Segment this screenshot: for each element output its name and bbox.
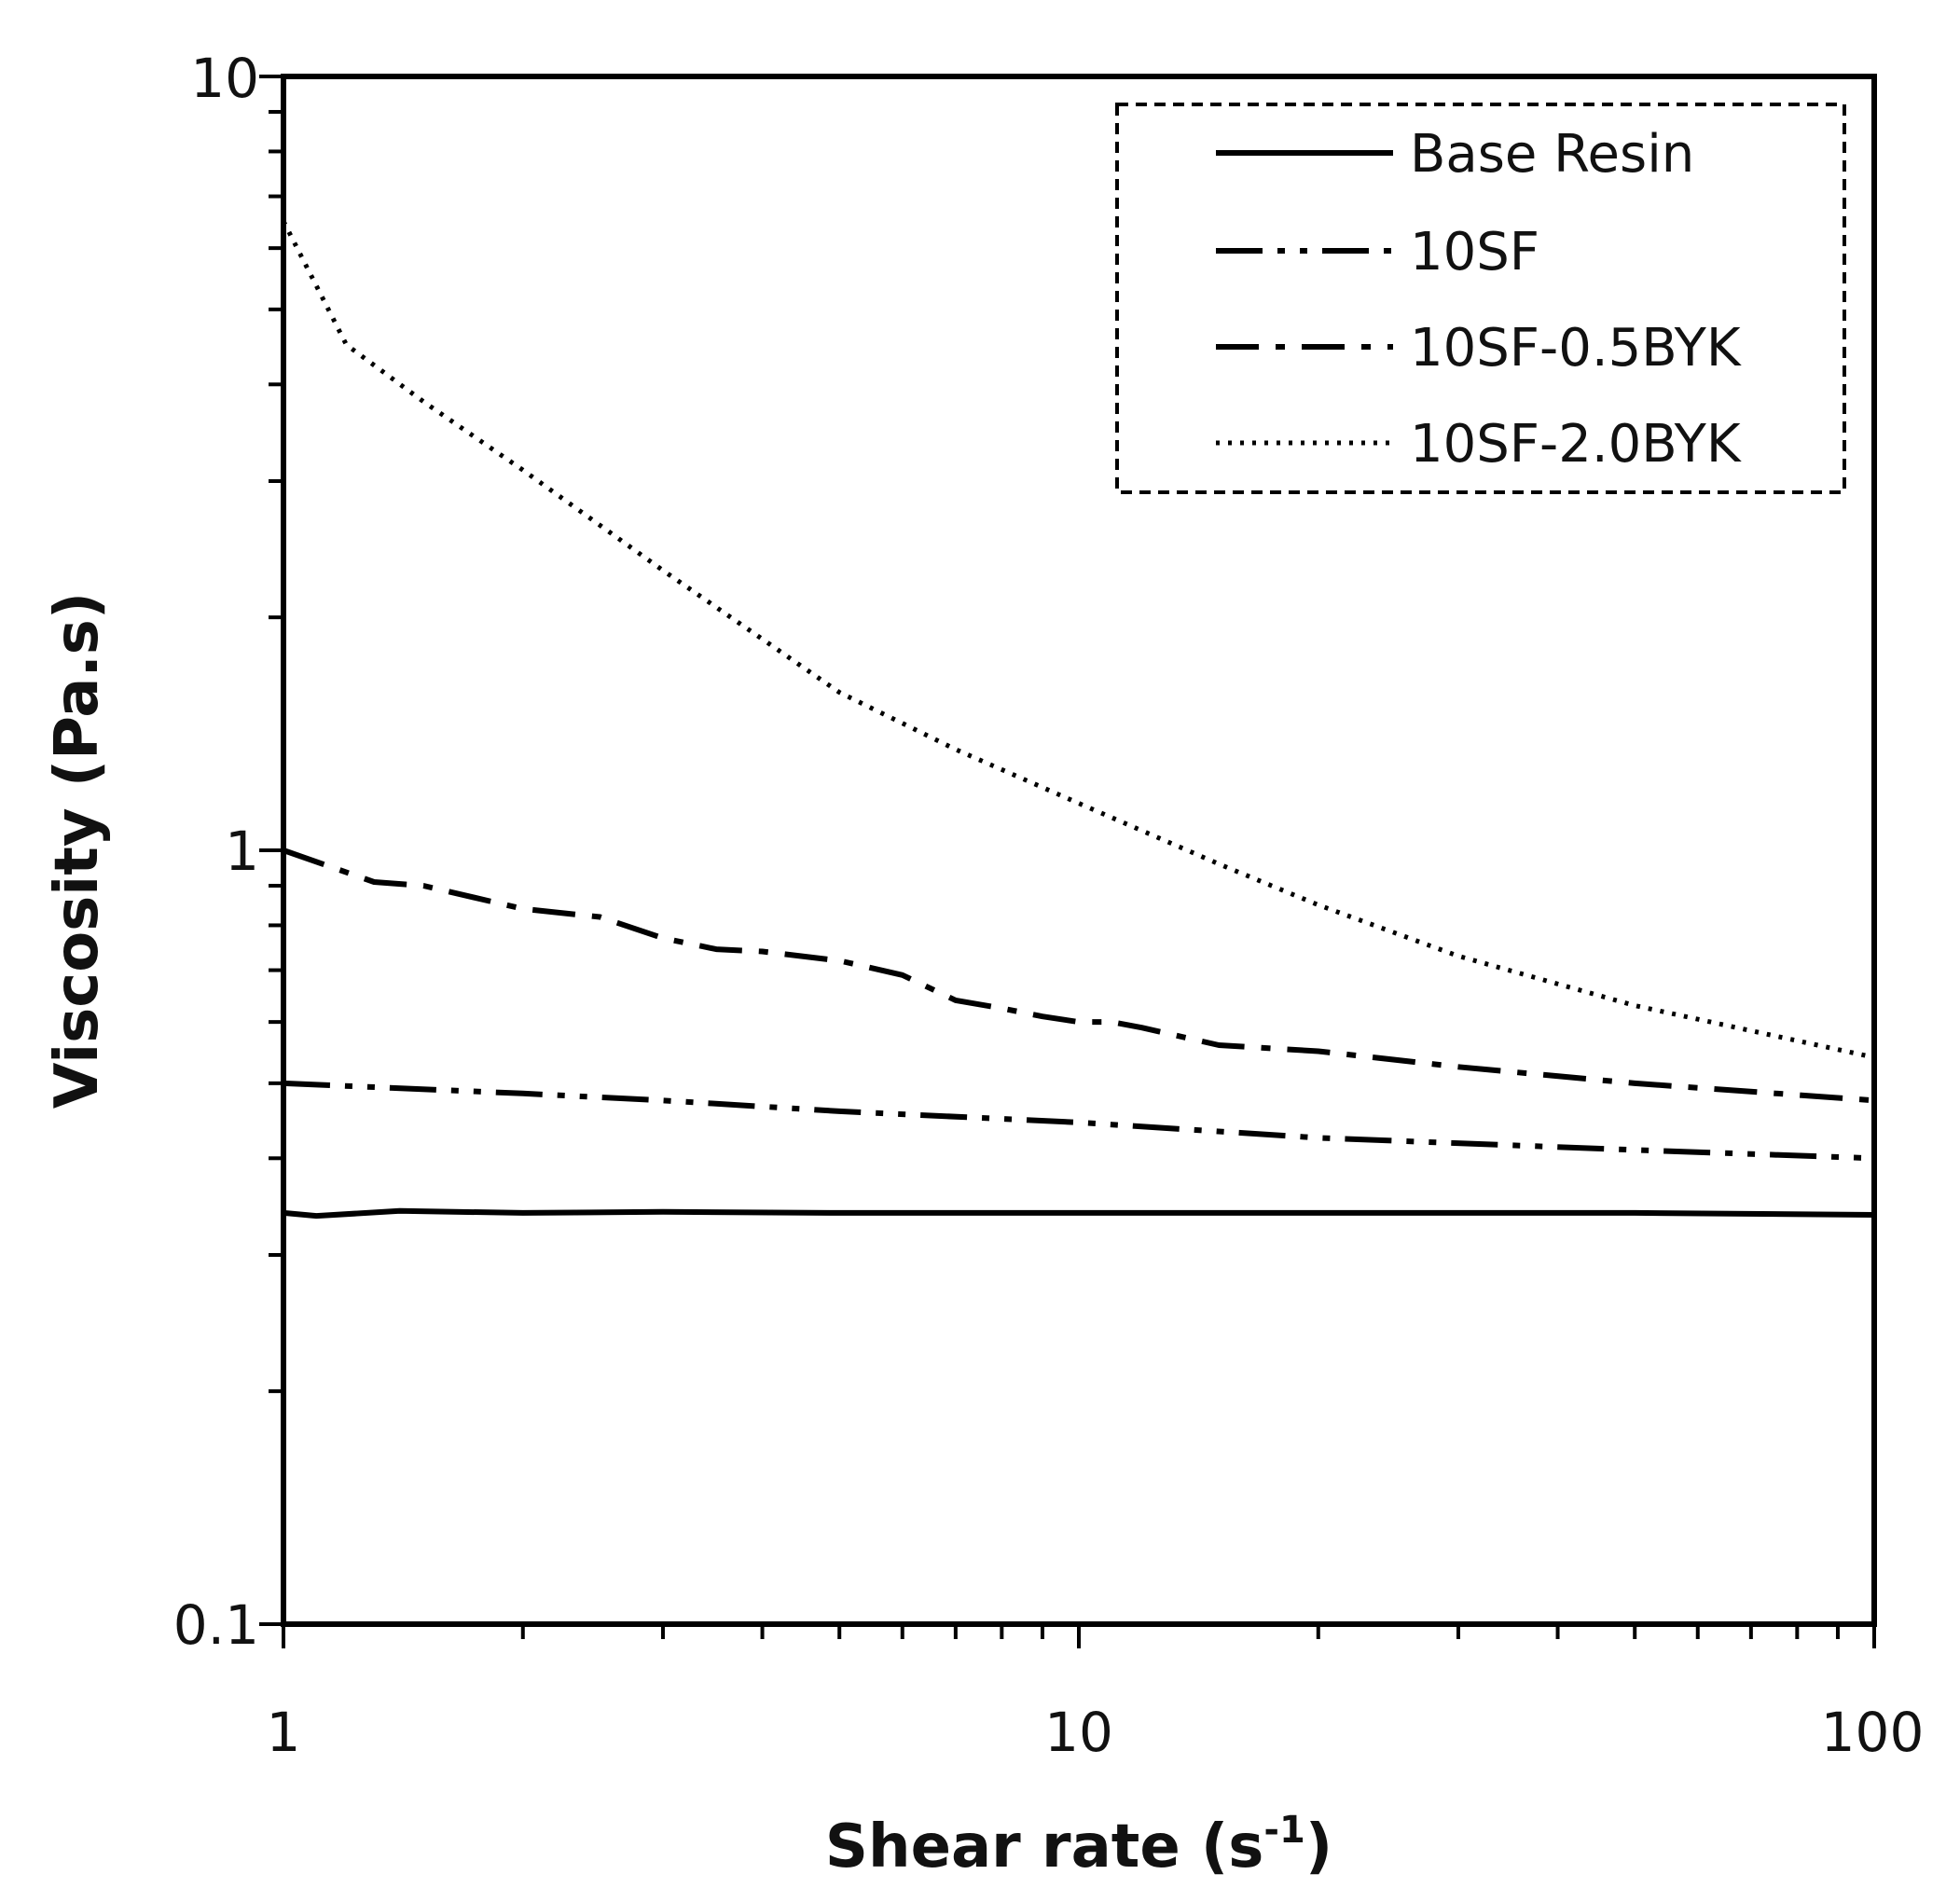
- x-tick-label-100: 100: [1821, 1701, 1925, 1764]
- legend: Base Resin 10SF 10SF-0.5BYK 10SF-2.0BYK: [1115, 103, 1846, 494]
- x-axis-title-main: Shear rate (s: [825, 1812, 1263, 1881]
- series-line-base-resin: [283, 1207, 1875, 1220]
- plot-frame: [281, 74, 1877, 1627]
- y-tick-label-0.1: 0.1: [173, 1593, 259, 1657]
- y-tick-label-10: 10: [190, 47, 259, 110]
- x-axis-title: Shear rate (s-1): [825, 1809, 1332, 1881]
- series-line-10sf: [283, 1080, 1875, 1162]
- x-axis-title-superscript: -1: [1263, 1809, 1304, 1852]
- legend-label-10sf-0.5byk: 10SF-0.5BYK: [1410, 318, 1742, 379]
- y-axis-title: Viscosity (Pa.s): [43, 592, 112, 1109]
- x-axis-title-close: ): [1305, 1812, 1332, 1881]
- x-tick-label-1: 1: [267, 1701, 301, 1764]
- legend-label-10sf-2.0byk: 10SF-2.0BYK: [1410, 414, 1742, 475]
- x-tick-label-10: 10: [1044, 1701, 1113, 1764]
- legend-label-base-resin: Base Resin: [1410, 124, 1694, 185]
- y-tick-label-1: 1: [225, 820, 259, 883]
- series-line-10sf-0.5byk: [283, 848, 1875, 1104]
- legend-label-10sf: 10SF: [1410, 222, 1539, 283]
- legend-box: [1115, 103, 1846, 494]
- series-layer: [281, 220, 1875, 1220]
